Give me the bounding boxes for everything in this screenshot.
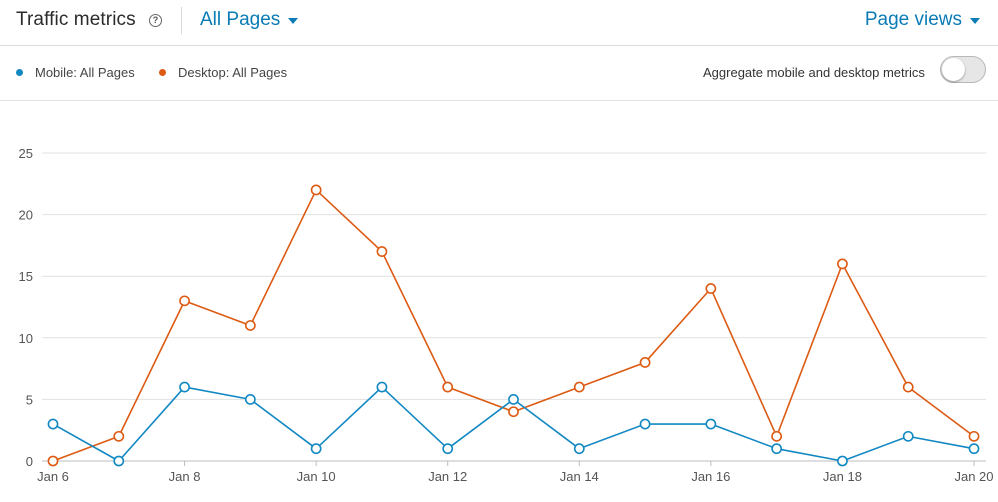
legend-item-desktop[interactable]: Desktop: All Pages xyxy=(159,65,287,80)
chart-series xyxy=(47,184,980,467)
aggregate-toggle[interactable] xyxy=(940,56,986,83)
x-tick-label: Jan 20 xyxy=(954,469,993,484)
data-point xyxy=(113,455,125,467)
scope-dropdown-label: All Pages xyxy=(200,9,281,30)
data-point xyxy=(968,443,980,455)
chevron-down-icon xyxy=(288,18,299,24)
y-tick-label: 10 xyxy=(19,331,33,346)
data-point xyxy=(639,357,651,368)
x-tick-label: Jan 6 xyxy=(37,469,69,484)
data-point xyxy=(573,443,585,455)
metric-dropdown-label: Page views xyxy=(864,9,962,30)
x-tick-label: Jan 10 xyxy=(297,469,336,484)
data-point xyxy=(508,393,519,405)
metric-dropdown[interactable]: Page views xyxy=(865,9,980,31)
x-tick-label: Jan 8 xyxy=(169,469,201,484)
data-point xyxy=(179,381,190,393)
x-axis: Jan 6 Jan 8 Jan 10 Jan 12 Jan 14 Jan 16 Jan 18… xyxy=(37,461,994,484)
data-point xyxy=(376,381,388,393)
scope-dropdown[interactable]: All Pages xyxy=(200,9,299,31)
data-point xyxy=(442,381,454,393)
chevron-down-icon xyxy=(970,18,980,24)
data-point xyxy=(837,258,848,270)
page-title: Traffic metrics xyxy=(16,9,136,30)
header: Traffic metrics ? All Pages Page views xyxy=(0,0,998,46)
y-tick-label: 15 xyxy=(19,269,33,284)
data-point xyxy=(837,455,848,467)
data-point xyxy=(179,295,190,307)
aggregate-label: Aggregate mobile and desktop metrics xyxy=(703,65,925,80)
y-tick-label: 20 xyxy=(19,208,33,223)
data-point xyxy=(113,430,125,442)
series-line xyxy=(52,189,975,462)
data-point xyxy=(902,381,914,393)
desktop-dot-icon xyxy=(159,69,166,76)
legend-label-mobile: Mobile: All Pages xyxy=(35,65,135,80)
data-point xyxy=(573,381,585,393)
y-tick-label: 0 xyxy=(26,454,33,469)
data-point xyxy=(244,320,256,331)
data-point xyxy=(902,430,914,442)
data-point xyxy=(244,393,256,405)
data-point xyxy=(47,418,59,430)
data-point xyxy=(639,418,651,430)
mobile-dot-icon xyxy=(16,69,23,76)
data-point xyxy=(705,418,717,430)
data-point xyxy=(771,443,783,455)
data-point xyxy=(442,443,454,455)
data-point xyxy=(376,246,388,257)
x-tick-label: Jan 16 xyxy=(691,469,730,484)
x-tick-label: Jan 12 xyxy=(428,469,467,484)
data-point xyxy=(310,443,322,455)
data-point xyxy=(705,283,717,294)
data-point xyxy=(508,406,519,418)
y-axis: 0 5 10 15 20 25 xyxy=(19,146,33,469)
data-point xyxy=(771,430,783,442)
data-point xyxy=(310,184,322,196)
data-point xyxy=(47,455,59,467)
divider xyxy=(181,7,182,34)
legend-bar: Mobile: All Pages Desktop: All Pages Agg… xyxy=(0,46,998,101)
help-icon[interactable]: ? xyxy=(149,14,162,27)
chart-grid xyxy=(42,152,986,462)
y-tick-label: 5 xyxy=(26,392,33,407)
x-tick-label: Jan 18 xyxy=(823,469,862,484)
legend-label-desktop: Desktop: All Pages xyxy=(178,65,288,80)
y-tick-label: 25 xyxy=(19,146,33,161)
data-point xyxy=(968,430,980,442)
x-tick-label: Jan 14 xyxy=(560,469,599,484)
legend-item-mobile[interactable]: Mobile: All Pages xyxy=(16,65,135,80)
toggle-knob xyxy=(942,58,965,81)
